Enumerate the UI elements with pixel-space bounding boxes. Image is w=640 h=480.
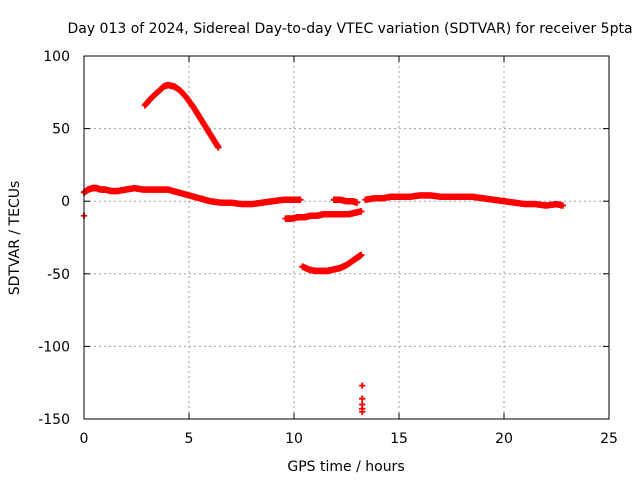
x-tick-label: 15 — [390, 431, 408, 447]
data-point — [359, 395, 366, 402]
y-tick-labels: 100 50 0 -50 -100 -150 — [38, 49, 70, 428]
data-point — [297, 196, 304, 203]
x-tick-label: 5 — [185, 431, 194, 447]
series-track-resume — [330, 196, 361, 206]
y-tick-label: -50 — [47, 267, 70, 283]
series-mid-negative — [282, 208, 365, 222]
chart-title: Day 013 of 2024, Sidereal Day-to-day VTE… — [67, 21, 632, 37]
data-point — [358, 208, 365, 215]
series-late-track — [362, 192, 566, 209]
series-spikes — [80, 212, 366, 415]
series-main-track — [80, 184, 304, 208]
series-high-arc — [141, 81, 222, 151]
y-tick-label: 50 — [52, 122, 70, 138]
data-point — [353, 199, 361, 206]
series-points — [80, 81, 566, 415]
y-tick-label: 0 — [61, 194, 70, 210]
y-tick-label: -150 — [38, 412, 70, 428]
x-tick-labels: 0 5 10 15 20 25 — [80, 431, 618, 447]
x-tick-label: 25 — [600, 431, 618, 447]
x-tick-label: 20 — [495, 431, 513, 447]
plot-frame — [83, 55, 610, 420]
x-tick-label: 0 — [80, 431, 89, 447]
y-tick-label: 100 — [43, 49, 70, 65]
axis-ticks — [83, 55, 610, 420]
data-point — [359, 408, 366, 415]
x-axis-label: GPS time / hours — [287, 459, 404, 475]
data-point — [559, 202, 566, 209]
data-point — [215, 144, 222, 151]
y-tick-label: -100 — [38, 339, 70, 355]
data-point — [359, 382, 366, 389]
y-axis-label: SDTVAR / TECUs — [7, 181, 23, 296]
series-low-arc — [299, 251, 365, 275]
grid-lines — [84, 56, 609, 419]
data-point — [358, 251, 365, 259]
x-tick-label: 10 — [285, 431, 303, 447]
